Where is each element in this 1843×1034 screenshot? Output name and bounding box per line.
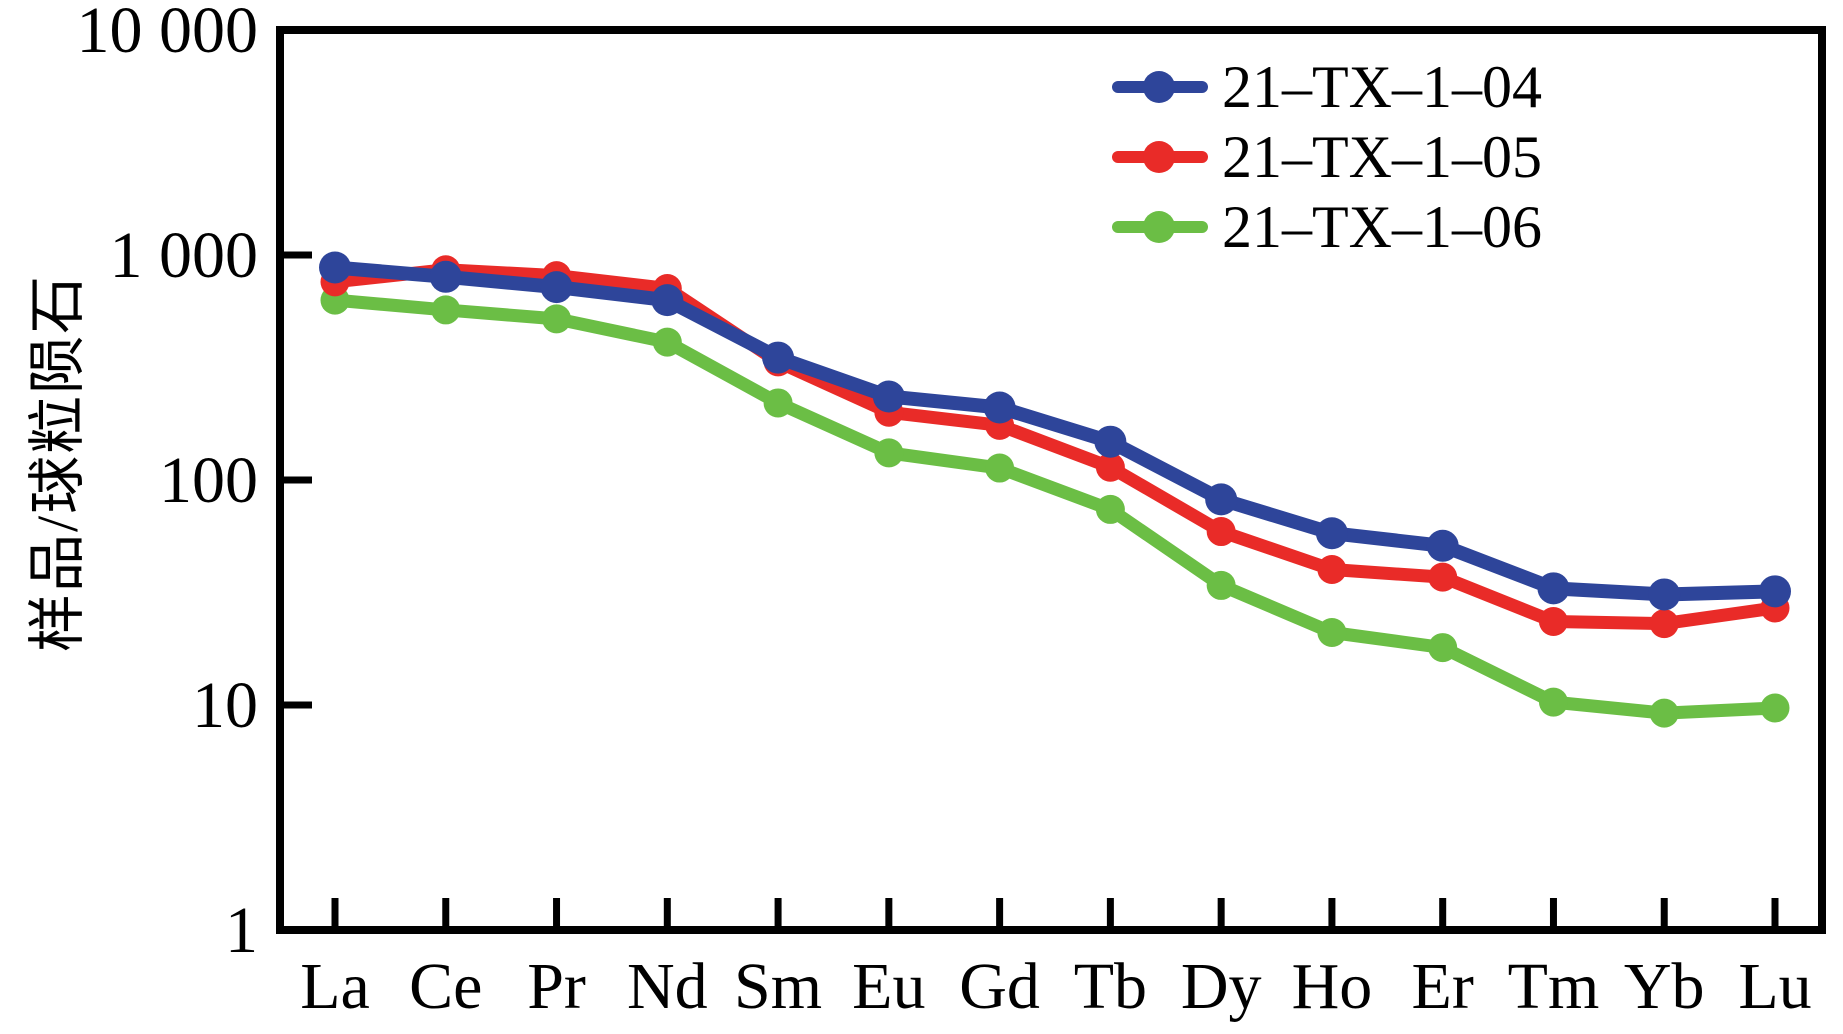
legend-item-3: 21–TX–1–06 — [1112, 192, 1542, 262]
data-point — [872, 380, 905, 413]
x-tick-label: Eu — [852, 950, 925, 1023]
circle-marker-icon — [1143, 71, 1175, 103]
data-point — [431, 295, 461, 325]
data-point — [652, 327, 682, 357]
data-point — [1315, 517, 1348, 550]
legend-label: 21–TX–1–06 — [1222, 194, 1542, 260]
x-tick-label: Gd — [959, 950, 1040, 1023]
legend-swatch-red — [1112, 140, 1208, 174]
legend-swatch-blue — [1112, 70, 1208, 104]
data-point — [874, 438, 904, 468]
legend-label: 21–TX–1–05 — [1222, 124, 1542, 190]
data-point — [1649, 698, 1679, 728]
data-point — [429, 260, 462, 293]
circle-marker-icon — [1143, 211, 1175, 243]
x-tick-label: Tb — [1074, 950, 1147, 1023]
series-line-1 — [328, 263, 1782, 631]
x-tick-label: Pr — [527, 950, 586, 1023]
data-point — [983, 391, 1016, 424]
legend-swatch-green — [1112, 210, 1208, 244]
data-point — [1206, 570, 1236, 600]
data-point — [1095, 452, 1125, 482]
series-line-0 — [328, 260, 1782, 602]
x-tick-label: Lu — [1738, 950, 1811, 1023]
legend-item-1: 21–TX–1–04 — [1112, 52, 1542, 122]
data-point — [1095, 494, 1125, 524]
data-point — [1206, 517, 1236, 547]
x-tick-label: Ho — [1292, 950, 1373, 1023]
data-point — [651, 284, 684, 317]
data-point — [1648, 578, 1681, 611]
y-tick-label: 100 — [159, 444, 258, 517]
y-tick-label: 10 000 — [77, 0, 259, 67]
data-point — [1094, 425, 1127, 458]
data-point — [1538, 607, 1568, 637]
data-point — [1649, 609, 1679, 639]
x-tick-label: Ce — [409, 950, 482, 1023]
y-axis-title: 样品/球粒陨石 — [25, 273, 90, 652]
data-point — [542, 304, 572, 334]
legend-label: 21–TX–1–04 — [1222, 54, 1542, 120]
x-tick-label: Nd — [627, 950, 708, 1023]
data-point — [1205, 483, 1238, 516]
x-tick-label: La — [300, 950, 370, 1023]
y-tick-label: 1 000 — [110, 219, 259, 292]
data-point — [1317, 555, 1347, 585]
data-point — [1317, 618, 1347, 648]
y-tick-label: 1 — [225, 894, 258, 967]
y-tick-label: 10 — [192, 669, 258, 742]
data-point — [319, 251, 351, 284]
legend: 21–TX–1–04 21–TX–1–05 21–TX–1–06 — [1112, 52, 1542, 262]
data-point — [1760, 693, 1790, 723]
data-point — [762, 341, 795, 374]
data-point — [1538, 687, 1568, 717]
x-tick-label: Er — [1412, 950, 1474, 1023]
x-tick-label: Dy — [1181, 950, 1262, 1023]
series-line-2 — [328, 293, 1782, 720]
data-point — [1759, 575, 1791, 608]
data-point — [1428, 633, 1458, 663]
x-tick-label: Sm — [734, 950, 822, 1023]
data-point — [1428, 562, 1458, 592]
x-tick-label: Tm — [1508, 950, 1600, 1023]
data-point — [540, 271, 573, 304]
plot-frame — [276, 26, 1826, 934]
x-tick-label: Yb — [1624, 950, 1705, 1023]
data-point — [1537, 572, 1570, 605]
data-point — [985, 453, 1015, 483]
circle-marker-icon — [1143, 141, 1175, 173]
data-point — [1426, 529, 1459, 562]
data-point — [763, 388, 793, 418]
legend-item-2: 21–TX–1–05 — [1112, 122, 1542, 192]
